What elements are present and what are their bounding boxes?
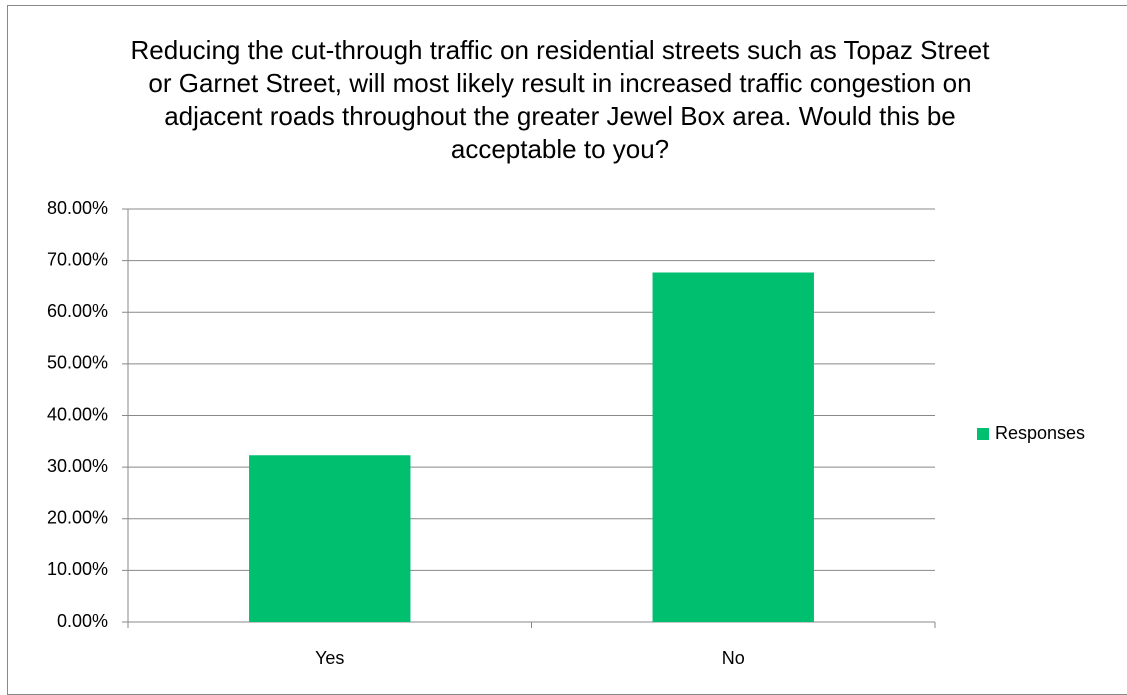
bar <box>652 272 814 622</box>
x-tick-label: No <box>722 648 745 668</box>
y-tick-label: 50.00% <box>47 353 108 373</box>
y-tick-label: 40.00% <box>47 404 108 424</box>
y-tick-label: 80.00% <box>47 198 108 218</box>
chart-title: Reducing the cut-through traffic on resi… <box>130 35 990 164</box>
y-tick-label: 60.00% <box>47 301 108 321</box>
y-tick-label: 10.00% <box>47 559 108 579</box>
y-tick-label: 30.00% <box>47 456 108 476</box>
y-tick-label: 70.00% <box>47 249 108 269</box>
x-tick-label: Yes <box>315 648 344 668</box>
y-tick-label: 0.00% <box>57 611 108 631</box>
legend-label: Responses <box>995 423 1085 443</box>
legend-swatch <box>977 428 989 440</box>
y-tick-label: 20.00% <box>47 508 108 528</box>
bar <box>249 455 411 622</box>
